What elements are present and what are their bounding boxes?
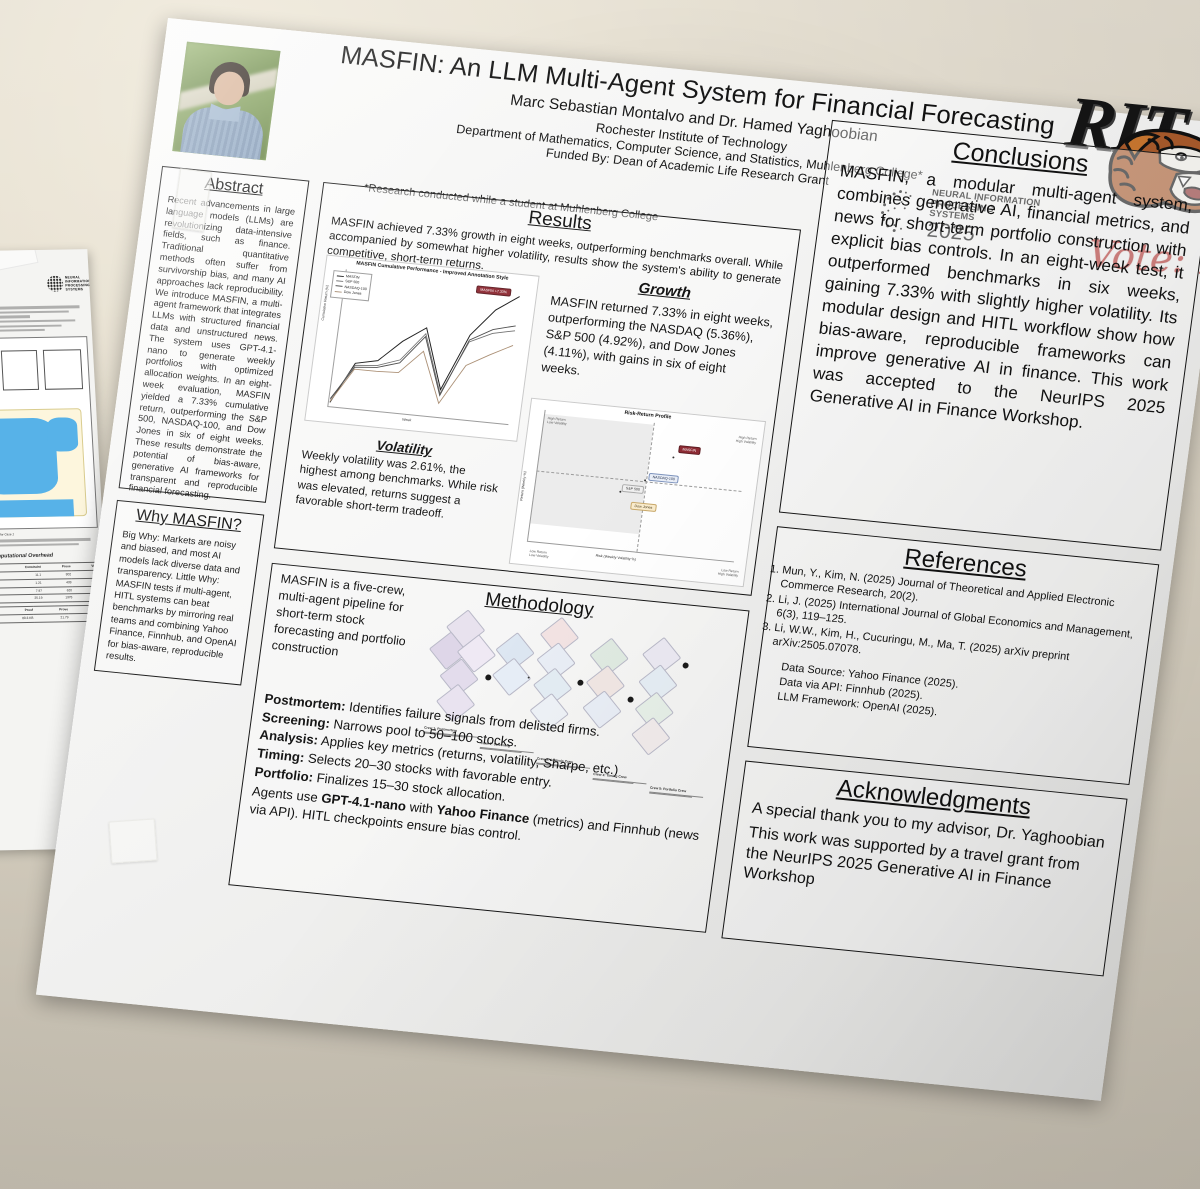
why-masfin-box: Why MASFIN? Big Why: Markets are noisy a… <box>93 499 265 686</box>
rit-tiger-icon <box>1108 128 1200 214</box>
conclusions-body: MASFIN, a modular multi-agent system, co… <box>808 160 1194 433</box>
tape-strip-bg <box>0 249 39 279</box>
abstract-box: Abstract Recent advancements in large la… <box>118 165 310 503</box>
why-masfin-body: Big Why: Markets are noisy and biased, a… <box>105 528 241 664</box>
main-poster: MASFIN: An LLM Multi-Agent System for Fi… <box>27 18 1200 1169</box>
bg-architecture-diagram <box>0 336 98 531</box>
author-photo <box>172 41 281 161</box>
neurips-dots-icon <box>46 275 64 292</box>
tape-strip-bottom-left <box>108 818 158 864</box>
volatility-block: Volatility Weekly volatility was 2.61%, … <box>290 430 510 529</box>
cumulative-performance-chart: MASFIN Cumulative Performance - Improved… <box>304 254 540 442</box>
growth-body: MASFIN returned 7.33% in eight weeks, ou… <box>540 293 775 378</box>
results-box: Results MASFIN achieved 7.33% growth in … <box>273 181 802 596</box>
rit-logo: RIT <box>1045 80 1200 248</box>
methodology-lede: MASFIN is a five-crew, multi-agent pipel… <box>270 571 407 659</box>
bg-section-heading: Results for Computational Overhead <box>0 552 54 561</box>
abstract-body: Recent advancements in large language mo… <box>128 194 296 501</box>
chart2-ylabel: Return (Weekly %) <box>519 471 528 501</box>
methodology-box: Methodology MASFIN is a five-crew, multi… <box>228 562 750 933</box>
chart2-xlabel: Risk (Weekly Volatility %) <box>595 553 637 562</box>
bg-table-1: t (s)ConstraintProveVerify 0.6811.18023.… <box>0 562 102 604</box>
risk-return-chart: Risk-Return Profile High Return Low Volat… <box>508 397 767 588</box>
bg-text-lines <box>0 305 87 334</box>
bg-figure-caption: Overview of zkFinGPT solution for Case 1 <box>0 532 15 538</box>
bg-neurips-line2: PROCESSING SYSTEMS <box>65 283 91 292</box>
acknowledgments-box: Acknowledgments A special thank you to m… <box>721 760 1128 977</box>
background-neurips-logo: NEURAL INFORMATION PROCESSING SYSTEMS <box>46 275 91 298</box>
conclusions-box: Conclusions MASFIN, a modular multi-agen… <box>778 119 1200 551</box>
bg-text-lines-2 <box>0 538 99 548</box>
growth-block: Growth MASFIN returned 7.33% in eight we… <box>536 267 781 398</box>
chart1-xlabel: Week <box>401 417 412 423</box>
chart1-legend: MASFIN S&P 500 NASDAQ-100 Dow Jones <box>329 270 373 301</box>
references-box: References Mun, Y., Kim, N. (2025) Journ… <box>747 526 1160 786</box>
chart1-lines <box>329 296 520 405</box>
